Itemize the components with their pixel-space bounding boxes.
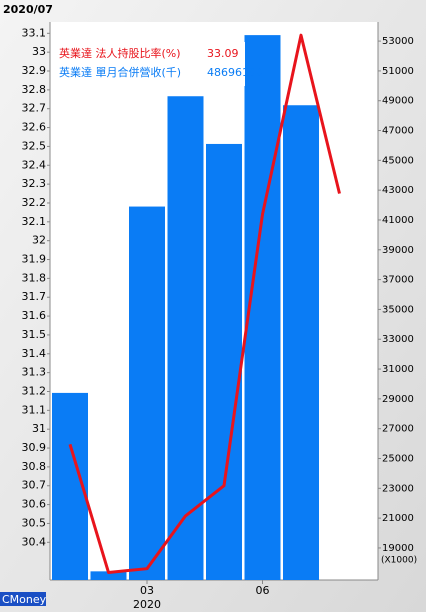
y2-tick-label: 25000 [382,454,414,465]
y2-tick-label: 37000 [382,275,414,286]
bar [167,96,204,581]
legend-label: 英業達 單月合併營收(千) [59,65,181,79]
y-tick-label: 32.8 [22,83,47,96]
y-tick-label: 32.5 [22,139,47,152]
y2-unit: (X1000) [381,556,417,566]
y-tick-label: 31.3 [22,366,47,379]
y2-tick-label: 35000 [382,304,414,315]
y-tick-label: 30.9 [22,441,47,454]
y-tick-label: 32.1 [22,215,47,228]
y-tick-label: 30.8 [22,460,47,473]
y2-tick-label: 21000 [382,513,414,524]
y-tick-label: 31.7 [22,290,47,303]
y-tick-label: 33.1 [22,26,47,39]
y-tick-label: 32.7 [22,102,47,115]
y-tick-label: 30.7 [22,479,47,492]
legend-value: 33.09 [207,47,239,60]
year-label: 2020 [133,598,161,611]
y-tick-label: 32 [32,234,46,247]
y-tick-label: 33 [32,45,46,58]
bar [206,143,242,580]
y2-tick-label: 23000 [382,483,414,494]
y2-tick-label: 19000 [382,543,414,554]
y2-tick-label: 29000 [382,394,414,405]
y-tick-label: 31.8 [22,271,47,284]
y-tick-label: 30.4 [22,535,47,548]
y2-tick-label: 45000 [382,155,414,166]
y-tick-label: 31.2 [22,384,47,397]
y2-tick-label: 39000 [382,245,414,256]
y-tick-label: 32.9 [22,64,47,77]
bar [90,571,127,580]
y2-tick-label: 51000 [382,66,414,77]
y-tick-label: 32.4 [22,158,47,171]
legend-label: 英業達 法人持股比率(%) [59,46,181,60]
y2-tick-label: 27000 [382,424,414,435]
y-tick-label: 32.2 [22,196,47,209]
y2-tick-label: 31000 [382,364,414,375]
y2-tick-label: 53000 [382,36,414,47]
y-tick-label: 31 [32,422,46,435]
watermark-bg [0,592,46,606]
y-tick-label: 31.6 [22,309,47,322]
y-tick-label: 32.3 [22,177,47,190]
y-tick-label: 31.9 [22,253,47,266]
y-tick-label: 30.6 [22,498,47,511]
y-tick-label: 32.6 [22,121,47,134]
watermark: CMoney [2,593,47,606]
legend-box [55,42,245,86]
y2-tick-label: 33000 [382,334,414,345]
x-tick-label: 06 [256,584,270,597]
line [68,33,341,574]
bar [129,206,165,581]
y-tick-label: 30.5 [22,516,47,529]
y2-tick-label: 43000 [382,185,414,196]
y2-tick-label: 41000 [382,215,414,226]
bar [283,105,319,580]
x-tick-label: 03 [140,584,154,597]
legend-value: 48696190 [207,66,263,79]
y-tick-label: 31.5 [22,328,47,341]
y-tick-label: 31.1 [22,403,47,416]
y-tick-label: 31.4 [22,347,47,360]
y2-tick-label: 47000 [382,126,414,137]
chart-title: 2020/07 [3,3,53,16]
y2-tick-label: 49000 [382,96,414,107]
